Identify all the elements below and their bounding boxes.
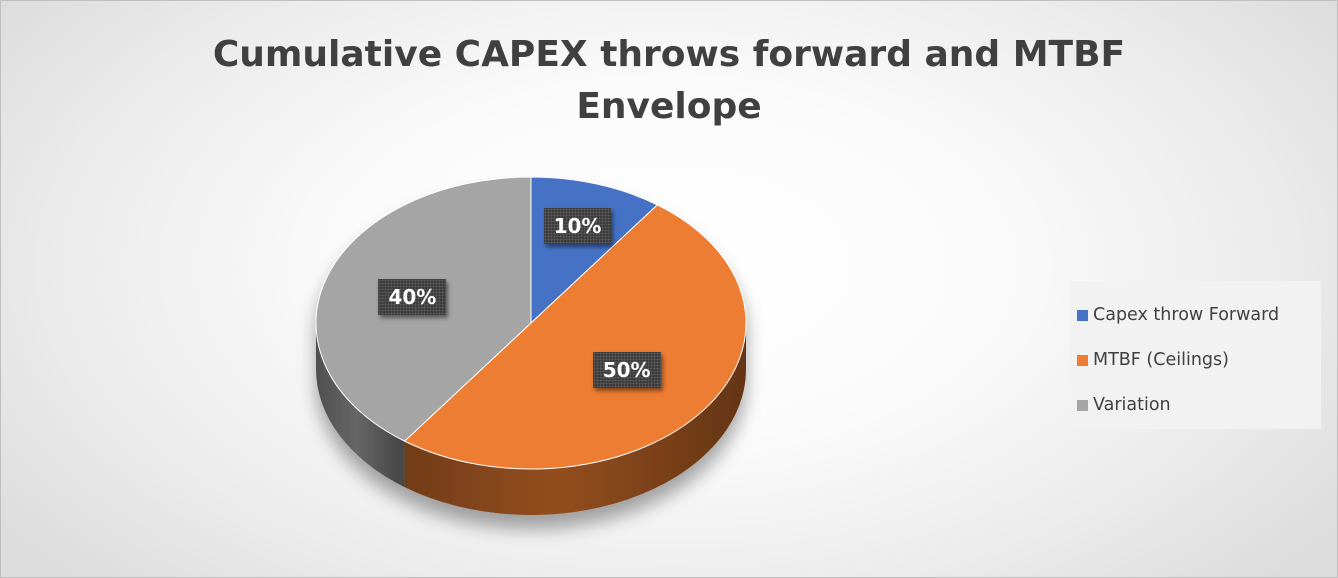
pie-side-variation — [316, 323, 405, 488]
legend-label-capex: Capex throw Forward — [1093, 305, 1280, 325]
chart-title: Cumulative CAPEX throws forward and MTBF… — [1, 29, 1337, 133]
data-label-mtbf: 50% — [592, 352, 661, 389]
data-label-capex: 10% — [543, 207, 612, 244]
legend-item-capex: Capex throw Forward — [1077, 303, 1321, 327]
legend-label-variation: Variation — [1093, 395, 1171, 415]
legend-swatch-variation — [1077, 399, 1088, 411]
legend-swatch-mtbf — [1077, 354, 1088, 366]
legend-swatch-capex — [1077, 309, 1088, 321]
legend-item-mtbf: MTBF (Ceilings) — [1077, 348, 1321, 372]
legend-label-mtbf: MTBF (Ceilings) — [1093, 350, 1229, 370]
legend: Capex throw Forward MTBF (Ceilings) Vari… — [1069, 281, 1321, 429]
chart-title-line-1: Cumulative CAPEX throws forward and MTBF — [212, 34, 1126, 75]
data-label-variation: 40% — [378, 278, 447, 315]
chart-title-line-2: Envelope — [576, 86, 762, 127]
legend-item-variation: Variation — [1077, 393, 1321, 417]
pie-side-mtbf — [404, 323, 746, 515]
pie-slice-mtbf — [404, 204, 747, 470]
pie-body — [315, 176, 747, 515]
